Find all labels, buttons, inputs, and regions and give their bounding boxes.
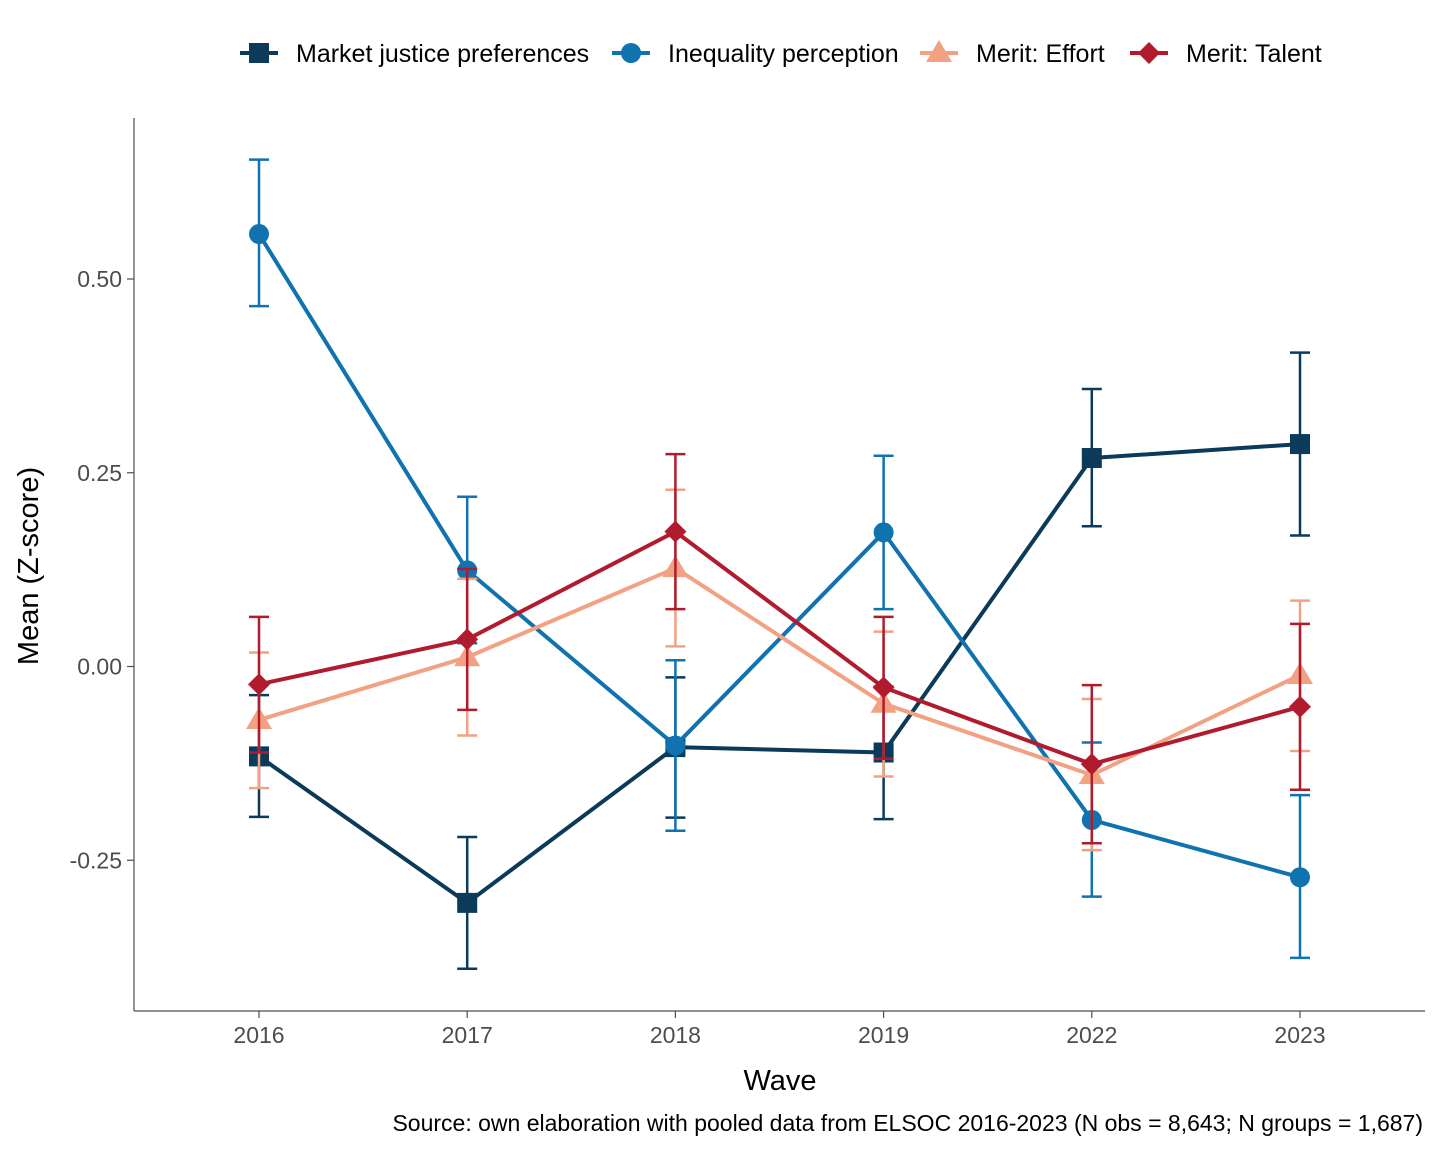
data-point	[456, 628, 479, 651]
series-1	[249, 158, 1310, 960]
legend-key-marker	[621, 43, 641, 63]
y-axis-title: Mean (Z-score)	[13, 467, 45, 665]
series-3	[248, 452, 1311, 845]
legend-label: Merit: Effort	[976, 40, 1105, 68]
data-point	[665, 735, 686, 756]
legend-item-3: Merit: Talent	[1130, 40, 1322, 68]
legend-label: Inequality perception	[668, 40, 899, 68]
legend-item-2: Merit: Effort	[920, 40, 1105, 68]
data-point	[1080, 753, 1103, 776]
legend-item-0: Market justice preferences	[240, 40, 589, 68]
y-tick-label: 0.00	[77, 654, 122, 680]
series-line	[258, 566, 1301, 777]
series-line	[257, 232, 1301, 880]
series-line	[258, 529, 1301, 767]
chart-series-layer	[246, 158, 1313, 970]
data-point	[1081, 448, 1102, 469]
data-point	[1290, 867, 1310, 888]
data-point	[1290, 434, 1310, 455]
x-tick-label: 2019	[858, 1022, 909, 1048]
data-point	[457, 892, 478, 913]
data-point	[1289, 695, 1311, 718]
legend-label: Market justice preferences	[296, 40, 589, 68]
chart-axes: -0.25 0.00 0.25 0.50 2016 2017 2018 2019 2022 202…	[70, 118, 1425, 1048]
chart-caption: Source: own elaboration with pooled data…	[392, 1110, 1423, 1136]
x-tick-label: 2022	[1066, 1022, 1117, 1048]
legend-key-marker	[926, 40, 952, 62]
x-axis-title: Wave	[743, 1065, 816, 1097]
series-0	[249, 351, 1310, 970]
legend-item-1: Inequality perception	[612, 40, 899, 68]
legend-key-marker	[249, 43, 269, 63]
x-tick-label: 2017	[442, 1022, 493, 1048]
x-tick-label: 2016	[233, 1022, 284, 1048]
legend-key-marker	[1138, 42, 1160, 64]
x-tick-label: 2023	[1274, 1022, 1325, 1048]
data-point	[248, 673, 270, 696]
chart-legend: Market justice preferences Inequality per…	[240, 40, 1322, 68]
x-tick-label: 2018	[650, 1022, 701, 1048]
data-point	[249, 224, 269, 245]
y-tick-label: 0.50	[77, 266, 122, 292]
y-tick-label: -0.25	[70, 847, 122, 873]
data-point	[872, 676, 895, 699]
y-tick-label: 0.25	[77, 460, 122, 486]
series-line	[257, 442, 1301, 905]
series-2	[246, 488, 1313, 852]
data-point	[664, 520, 687, 543]
legend-label: Merit: Talent	[1186, 40, 1322, 68]
data-point	[873, 522, 894, 543]
